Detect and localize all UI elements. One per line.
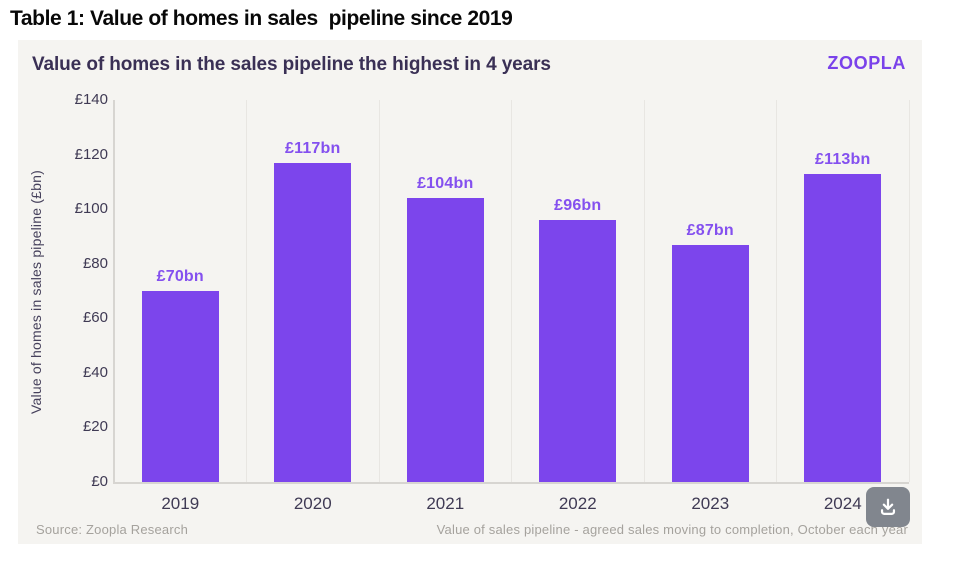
- y-tick-label: £120: [74, 145, 108, 163]
- category-separator-line: [643, 100, 645, 482]
- bar-value-label: £96bn: [554, 197, 602, 215]
- chart-title: Value of homes in the sales pipeline the…: [32, 54, 551, 75]
- x-axis-line: [113, 482, 909, 484]
- y-tick-label: £80: [82, 254, 108, 272]
- category-separator-line: [378, 100, 380, 482]
- bar-value-label: £113bn: [815, 150, 871, 168]
- zoopla-logo: zoopla: [827, 53, 906, 73]
- category-separator-line: [908, 100, 910, 482]
- x-tick-label: 2023: [691, 494, 730, 513]
- category-separator-line: [776, 100, 777, 482]
- y-tick-label: £60: [82, 309, 108, 327]
- note-text: Value of sales pipeline - agreed sales m…: [436, 522, 908, 537]
- y-tick-label: £0: [91, 473, 108, 490]
- bar-2019: [141, 291, 219, 482]
- bar-2022: [539, 220, 617, 482]
- category-separator-line: [511, 100, 512, 482]
- x-tick-label: 2019: [161, 494, 200, 513]
- x-tick-label: 2022: [558, 494, 597, 513]
- y-axis-line: [113, 100, 115, 482]
- bar-value-label: £117bn: [285, 139, 341, 157]
- chart-footer: Source: Zoopla Research Value of sales p…: [36, 522, 908, 537]
- x-tick-label: 2020: [293, 494, 332, 513]
- plot-area: £70bn 2019 £117bn 2020 £104bn 2021 £96bn 2022 £8…: [113, 100, 910, 513]
- bar-2021: [406, 198, 484, 482]
- y-tick-label: £140: [74, 91, 108, 108]
- source-text: Source: Zoopla Research: [36, 522, 189, 537]
- category-separator-line: [246, 100, 247, 482]
- bar-2023: [671, 244, 749, 482]
- x-tick-label: 2024: [823, 494, 862, 513]
- bar-2024: [804, 173, 882, 482]
- bar-2020: [274, 162, 352, 482]
- x-tick-label: 2021: [426, 494, 465, 513]
- chart-card: Value of homes in the sales pipeline the…: [18, 40, 922, 544]
- download-icon: [880, 498, 896, 515]
- page-title: Table 1: Value of homes in sales pipelin…: [10, 7, 513, 30]
- download-button[interactable]: [866, 487, 910, 527]
- y-tick-label: £40: [82, 363, 108, 381]
- bar-value-label: £70bn: [156, 268, 204, 285]
- y-tick-label: £20: [82, 418, 108, 436]
- bar-value-label: £104bn: [417, 175, 474, 193]
- bar-value-label: £87bn: [686, 221, 734, 239]
- y-tick-label: £100: [74, 200, 108, 218]
